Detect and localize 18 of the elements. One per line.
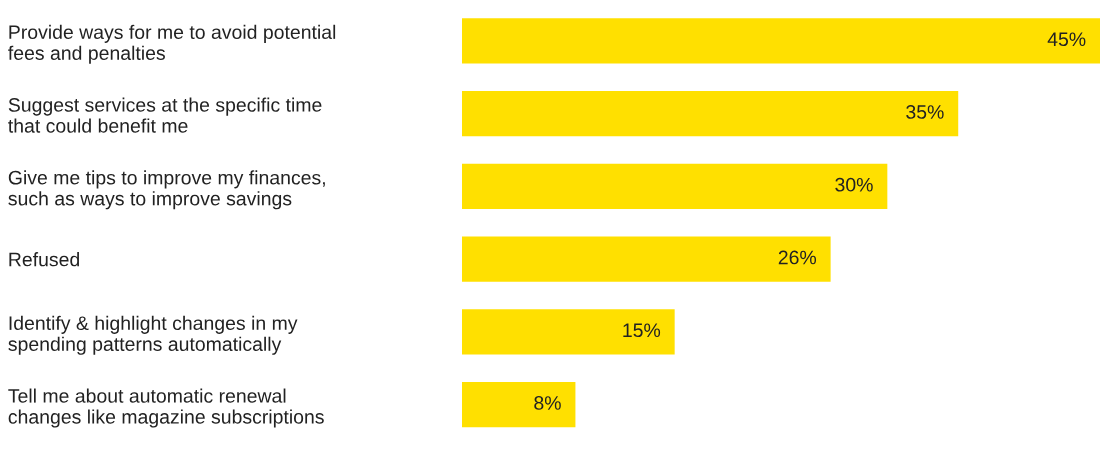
data-label: 8% <box>534 396 561 410</box>
y-tick-label: Identify & highlight changes in my spending patterns automatically <box>8 315 298 355</box>
y-tick-label: Provide ways for me to avoid potential fees and penalties <box>8 24 336 64</box>
bar <box>462 309 675 355</box>
y-tick-label: Refused <box>9 252 79 267</box>
data-label: 26% <box>778 250 817 265</box>
bar <box>462 91 959 137</box>
data-label: 30% <box>835 177 873 192</box>
y-tick-label: Tell me about automatic renewal changes like magazine subscriptions <box>8 388 324 428</box>
bar <box>462 163 888 209</box>
y-tick-label: Give me tips to improve my finances, such as ways to improve savings <box>8 170 325 210</box>
bar <box>462 382 576 428</box>
data-label: 45% <box>1047 32 1086 47</box>
bar <box>462 18 1100 64</box>
data-label: 35% <box>906 105 944 119</box>
y-tick-label: Suggest services at the specific time that could benefit me <box>8 97 322 133</box>
bar <box>462 236 831 282</box>
data-label: 15% <box>623 323 661 338</box>
